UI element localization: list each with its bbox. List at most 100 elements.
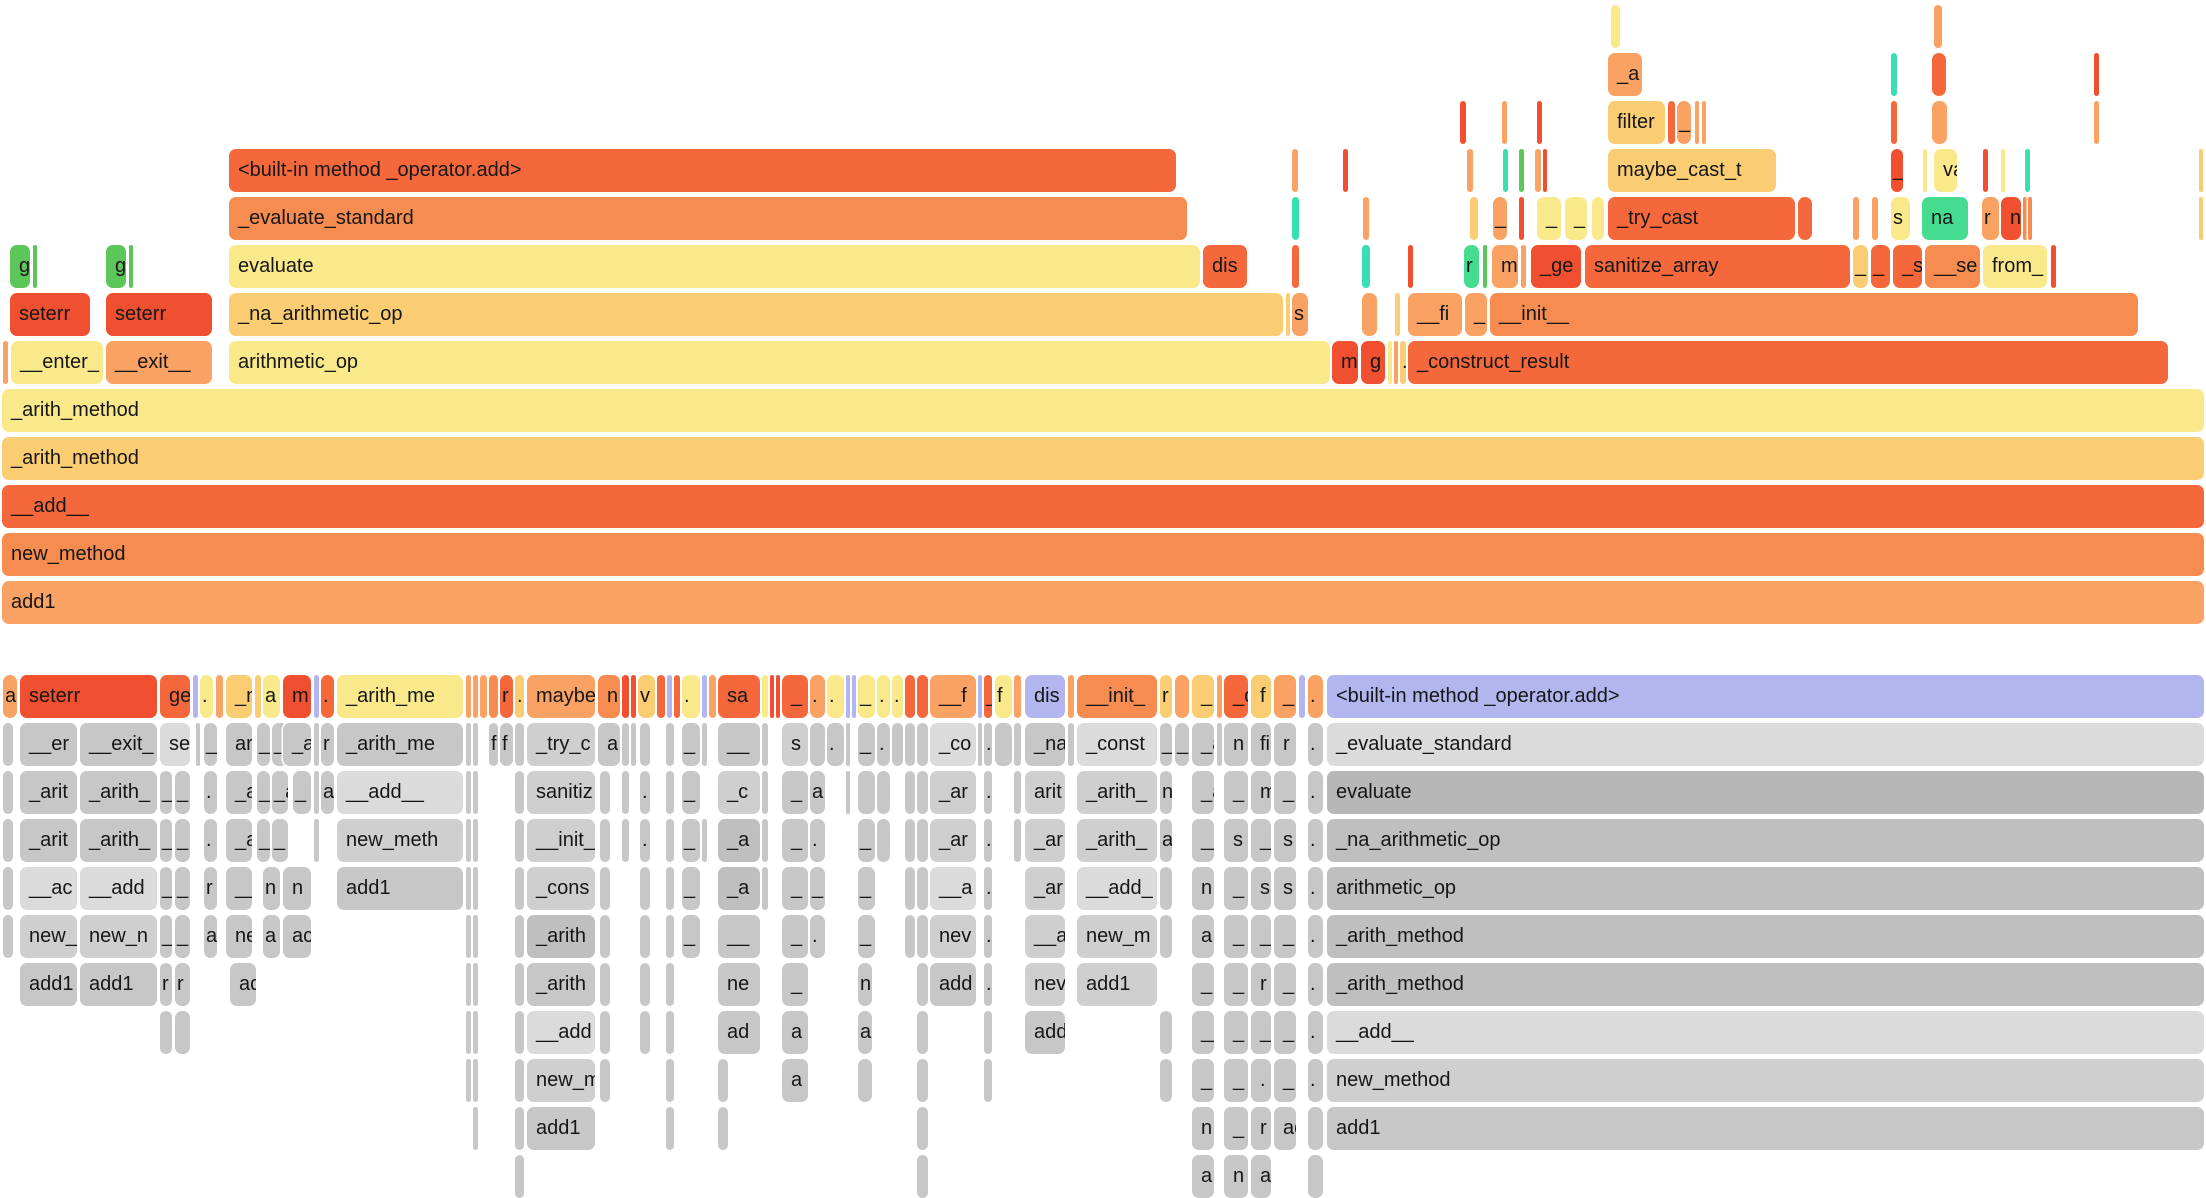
frame-sliver[interactable] bbox=[622, 819, 629, 862]
frame-m[interactable]: m bbox=[283, 675, 311, 718]
frame-sliver[interactable] bbox=[905, 867, 915, 910]
frame-_c[interactable]: _c bbox=[718, 771, 760, 814]
frame-sliver[interactable] bbox=[1014, 723, 1021, 766]
frame-sliver[interactable] bbox=[640, 1011, 650, 1054]
frame-sliver[interactable] bbox=[846, 771, 850, 814]
frame-ad[interactable]: ad bbox=[230, 963, 256, 1006]
frame-_[interactable]: _ bbox=[858, 675, 875, 718]
frame-g[interactable]: g bbox=[1361, 341, 1385, 384]
frame-__fi[interactable]: __fi bbox=[1408, 293, 1462, 336]
frame-sliver[interactable] bbox=[473, 771, 478, 814]
frame-sliver[interactable] bbox=[640, 867, 650, 910]
frame-_[interactable]: _ bbox=[293, 771, 311, 814]
frame-_[interactable]: _ bbox=[1224, 1107, 1248, 1150]
frame-__init__[interactable]: __init__ bbox=[1490, 293, 2138, 336]
frame-_a[interactable]: _a bbox=[283, 723, 311, 766]
frame-_[interactable]: _ bbox=[1251, 1011, 1271, 1054]
frame-sliver[interactable] bbox=[1934, 5, 1942, 48]
frame-_arith_[interactable]: _arith_ bbox=[1077, 771, 1157, 814]
frame-add[interactable]: add bbox=[930, 963, 976, 1006]
frame-__er[interactable]: __er bbox=[20, 723, 77, 766]
frame-__[interactable]: __ bbox=[718, 915, 760, 958]
frame-sa[interactable]: sa bbox=[718, 675, 760, 718]
frame-n[interactable]: n bbox=[1224, 1155, 1248, 1198]
frame-sliver[interactable] bbox=[1592, 197, 1604, 240]
frame-sliver[interactable] bbox=[1521, 245, 1526, 288]
frame-_arith_method[interactable]: _arith_method bbox=[2, 437, 2204, 480]
frame-.[interactable]: . bbox=[827, 723, 844, 766]
frame-sliver[interactable] bbox=[1068, 675, 1074, 718]
frame-sliver[interactable] bbox=[515, 723, 524, 766]
frame-sliver[interactable] bbox=[666, 771, 674, 814]
frame-a[interactable]: a bbox=[598, 723, 620, 766]
frame-__enter_[interactable]: __enter_ bbox=[11, 341, 103, 384]
frame-sliver[interactable] bbox=[846, 723, 850, 766]
frame-r[interactable]: r bbox=[1464, 245, 1479, 288]
frame-.[interactable]: . bbox=[810, 675, 825, 718]
frame-na[interactable]: na bbox=[1922, 197, 1968, 240]
frame-sliver[interactable] bbox=[1668, 101, 1675, 144]
frame-new_n[interactable]: new_n bbox=[80, 915, 157, 958]
frame-a[interactable]: a bbox=[321, 771, 334, 814]
frame-sliver[interactable] bbox=[2094, 53, 2099, 96]
frame-_[interactable]: _ bbox=[1853, 245, 1868, 288]
frame-a[interactable]: a bbox=[204, 915, 217, 958]
frame-ad[interactable]: ad bbox=[718, 1011, 760, 1054]
frame-sliver[interactable] bbox=[1695, 101, 1699, 144]
frame-s[interactable]: s bbox=[1292, 293, 1308, 336]
frame-n[interactable]: n bbox=[598, 675, 620, 718]
frame-_[interactable]: _ bbox=[782, 819, 808, 862]
frame-_arith[interactable]: _arith bbox=[527, 963, 595, 1006]
frame-.[interactable]: . bbox=[1251, 1059, 1271, 1102]
frame-_na[interactable]: _na bbox=[1025, 723, 1065, 766]
frame-sliver[interactable] bbox=[1467, 149, 1473, 192]
frame-sliver[interactable] bbox=[255, 675, 261, 718]
frame-sliver[interactable] bbox=[1014, 819, 1021, 862]
frame-sliver[interactable] bbox=[1160, 1011, 1172, 1054]
frame-sliver[interactable] bbox=[175, 1011, 190, 1054]
frame-_[interactable]: _ bbox=[175, 819, 190, 862]
frame-sliver[interactable] bbox=[1292, 245, 1299, 288]
frame-_arit[interactable]: _arit bbox=[20, 771, 77, 814]
frame-_[interactable]: _ bbox=[1224, 771, 1248, 814]
frame-n[interactable]: n bbox=[283, 867, 311, 910]
frame-sliver[interactable] bbox=[917, 963, 928, 1006]
frame-r[interactable]: r bbox=[175, 963, 190, 1006]
frame-__a[interactable]: __a bbox=[930, 867, 976, 910]
frame-sliver[interactable] bbox=[473, 963, 478, 1006]
frame-.[interactable]: . bbox=[321, 675, 334, 718]
frame-f[interactable]: f bbox=[489, 723, 498, 766]
frame-r[interactable]: r bbox=[1982, 197, 1999, 240]
frame-_a[interactable]: _a bbox=[1608, 53, 1642, 96]
frame-.[interactable]: . bbox=[640, 819, 650, 862]
frame-add1[interactable]: add1 bbox=[2, 581, 2204, 624]
frame-.[interactable]: . bbox=[984, 771, 992, 814]
frame-new_method[interactable]: new_method bbox=[2, 533, 2204, 576]
frame-a[interactable]: a bbox=[1251, 1155, 1271, 1198]
frame-sliver[interactable] bbox=[762, 771, 768, 814]
frame-__[interactable]: __ bbox=[226, 867, 252, 910]
frame-dis[interactable]: dis bbox=[1203, 245, 1247, 288]
frame-_evaluate_standard[interactable]: _evaluate_standard bbox=[1327, 723, 2204, 766]
frame-sliver[interactable] bbox=[640, 723, 650, 766]
frame-sliver[interactable] bbox=[515, 1107, 524, 1150]
frame-__a[interactable]: __a bbox=[1025, 915, 1065, 958]
frame-r[interactable]: r bbox=[1160, 675, 1172, 718]
frame-.[interactable]: . bbox=[1308, 1059, 1323, 1102]
frame-sliver[interactable] bbox=[1853, 197, 1859, 240]
frame-_[interactable]: _ bbox=[1160, 723, 1172, 766]
frame-sliver[interactable] bbox=[480, 675, 487, 718]
frame-sliver[interactable] bbox=[3, 867, 13, 910]
frame-sliver[interactable] bbox=[1292, 197, 1299, 240]
frame-dis[interactable]: dis bbox=[1025, 675, 1065, 718]
frame-a[interactable]: a bbox=[858, 1011, 872, 1054]
frame-sliver[interactable] bbox=[1068, 723, 1074, 766]
frame-_[interactable]: _ bbox=[160, 867, 172, 910]
frame-sliver[interactable] bbox=[622, 771, 629, 814]
frame-.[interactable]: . bbox=[984, 819, 992, 862]
frame-s[interactable]: s bbox=[1251, 867, 1271, 910]
frame-sliver[interactable] bbox=[917, 819, 928, 862]
frame-new_[interactable]: new_ bbox=[20, 915, 77, 958]
frame-sliver[interactable] bbox=[1460, 101, 1466, 144]
frame-seterr[interactable]: seterr bbox=[10, 293, 90, 336]
